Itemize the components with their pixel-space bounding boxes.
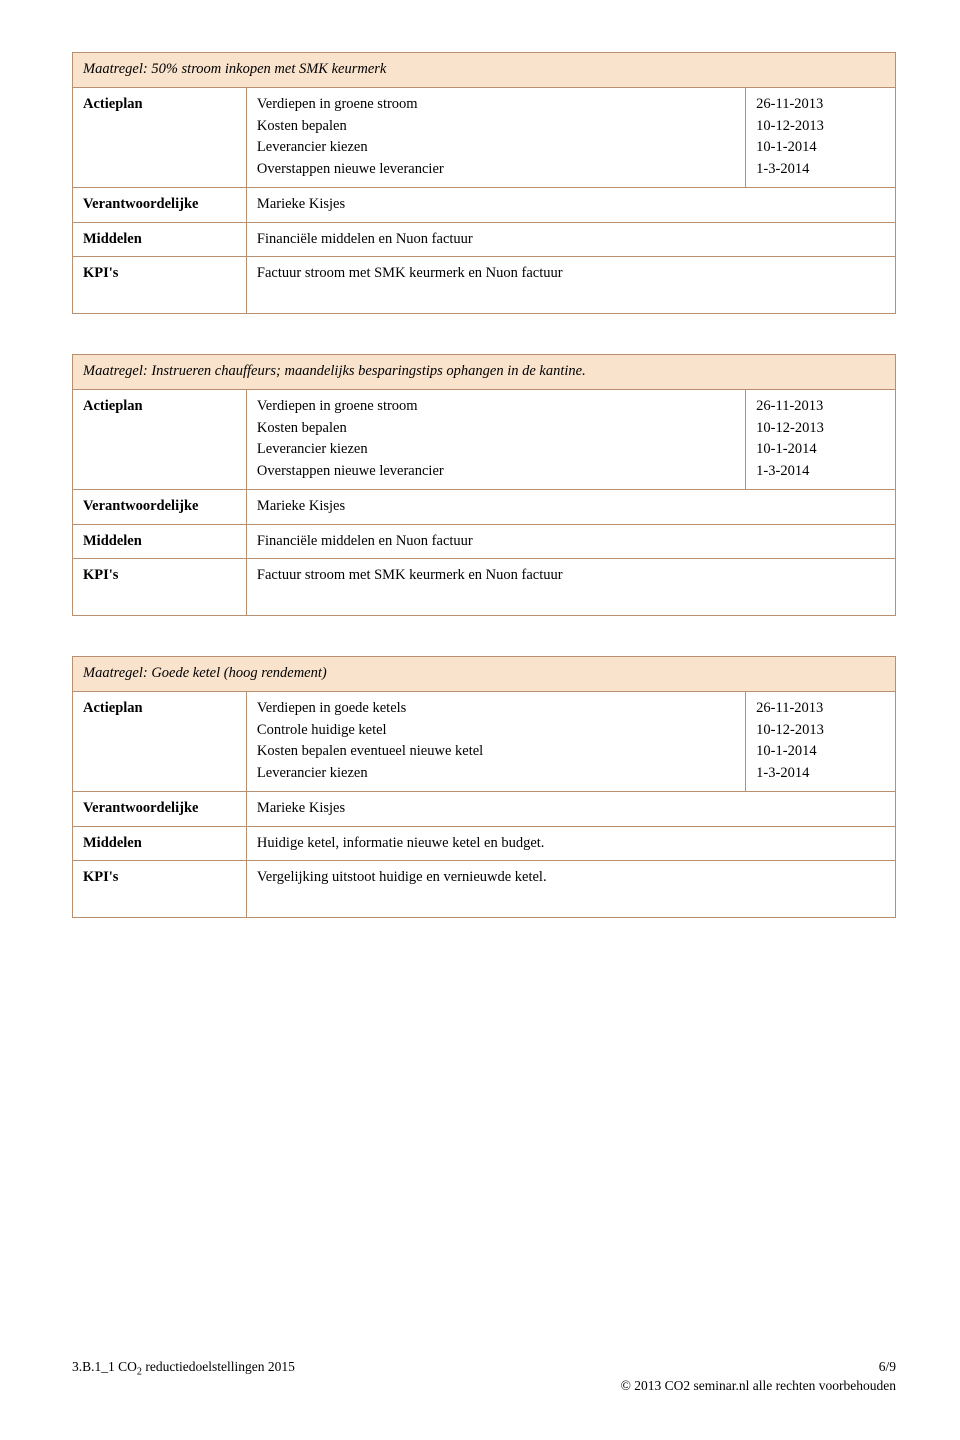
row-label: Verantwoordelijke [73, 489, 247, 524]
row-content: Factuur stroom met SMK keurmerk en Nuon … [246, 257, 895, 314]
action-date: 10-12-2013 [756, 116, 885, 138]
row-label: Actieplan [73, 691, 247, 791]
action-date: 10-12-2013 [756, 418, 885, 440]
row-dates: 26-11-201310-12-201310-1-20141-3-2014 [746, 87, 896, 187]
action-date: 10-12-2013 [756, 720, 885, 742]
row-content-lines: Verdiepen in goede ketelsControle huidig… [246, 691, 745, 791]
action-line: Kosten bepalen eventueel nieuwe ketel [257, 741, 735, 763]
action-line: Verdiepen in goede ketels [257, 698, 735, 720]
footer-page-number: 6/9 [621, 1358, 896, 1377]
row-label: KPI's [73, 861, 247, 918]
row-label: Middelen [73, 222, 247, 257]
action-date: 10-1-2014 [756, 741, 885, 763]
action-line: Overstappen nieuwe leverancier [257, 461, 735, 483]
action-line: Leverancier kiezen [257, 439, 735, 461]
measure-table: Maatregel: Goede ketel (hoog rendement)A… [72, 656, 896, 918]
measure-title: Maatregel: Instrueren chauffeurs; maande… [73, 355, 896, 390]
action-date: 1-3-2014 [756, 461, 885, 483]
action-date: 1-3-2014 [756, 159, 885, 181]
action-line: Leverancier kiezen [257, 137, 735, 159]
action-line: Kosten bepalen [257, 116, 735, 138]
row-content: Vergelijking uitstoot huidige en vernieu… [246, 861, 895, 918]
row-label: Actieplan [73, 389, 247, 489]
row-content: Huidige ketel, informatie nieuwe ketel e… [246, 826, 895, 861]
action-date: 26-11-2013 [756, 396, 885, 418]
measure-title: Maatregel: Goede ketel (hoog rendement) [73, 657, 896, 692]
row-content-lines: Verdiepen in groene stroomKosten bepalen… [246, 87, 745, 187]
row-content-lines: Verdiepen in groene stroomKosten bepalen… [246, 389, 745, 489]
row-dates: 26-11-201310-12-201310-1-20141-3-2014 [746, 389, 896, 489]
action-date: 1-3-2014 [756, 763, 885, 785]
footer-left: 3.B.1_1 CO2 reductiedoelstellingen 2015 [72, 1358, 295, 1396]
row-content: Marieke Kisjes [246, 187, 895, 222]
row-content: Marieke Kisjes [246, 791, 895, 826]
row-label: Actieplan [73, 87, 247, 187]
row-label: KPI's [73, 559, 247, 616]
action-date: 26-11-2013 [756, 94, 885, 116]
action-date: 10-1-2014 [756, 439, 885, 461]
row-dates: 26-11-201310-12-201310-1-20141-3-2014 [746, 691, 896, 791]
row-content: Financiële middelen en Nuon factuur [246, 222, 895, 257]
row-label: Verantwoordelijke [73, 791, 247, 826]
row-content: Financiële middelen en Nuon factuur [246, 524, 895, 559]
action-date: 10-1-2014 [756, 137, 885, 159]
measure-table: Maatregel: 50% stroom inkopen met SMK ke… [72, 52, 896, 314]
page-footer: 3.B.1_1 CO2 reductiedoelstellingen 2015 … [72, 1358, 896, 1396]
action-line: Leverancier kiezen [257, 763, 735, 785]
measure-title: Maatregel: 50% stroom inkopen met SMK ke… [73, 53, 896, 88]
action-line: Overstappen nieuwe leverancier [257, 159, 735, 181]
footer-right: 6/9 © 2013 CO2 seminar.nl alle rechten v… [621, 1358, 896, 1396]
footer-copyright: © 2013 CO2 seminar.nl alle rechten voorb… [621, 1377, 896, 1396]
action-line: Controle huidige ketel [257, 720, 735, 742]
action-line: Verdiepen in groene stroom [257, 94, 735, 116]
row-label: Verantwoordelijke [73, 187, 247, 222]
row-content: Marieke Kisjes [246, 489, 895, 524]
action-line: Kosten bepalen [257, 418, 735, 440]
row-content: Factuur stroom met SMK keurmerk en Nuon … [246, 559, 895, 616]
row-label: Middelen [73, 524, 247, 559]
action-line: Verdiepen in groene stroom [257, 396, 735, 418]
measure-table: Maatregel: Instrueren chauffeurs; maande… [72, 354, 896, 616]
row-label: KPI's [73, 257, 247, 314]
action-date: 26-11-2013 [756, 698, 885, 720]
row-label: Middelen [73, 826, 247, 861]
